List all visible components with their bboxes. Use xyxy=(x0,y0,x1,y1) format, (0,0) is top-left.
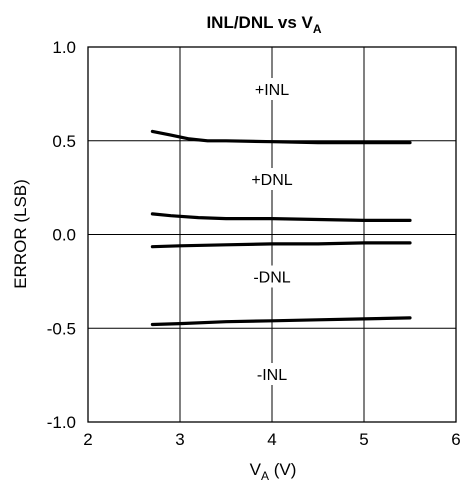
annotation-backdrop xyxy=(248,363,296,385)
series-annotation: +DNL xyxy=(251,172,292,189)
x-tick-label: 6 xyxy=(451,430,460,449)
series-annotation: +INL xyxy=(255,82,289,99)
chart-title: INL/DNL vs VA xyxy=(206,13,321,36)
series-line-plusminus-inl xyxy=(150,129,412,145)
y-tick-label: -0.5 xyxy=(47,319,76,338)
series-line-minus-dnl xyxy=(150,241,412,249)
grid-lines xyxy=(88,47,456,422)
annotation-group: +INL +DNL -DNL -INL xyxy=(248,78,296,385)
y-tick-label: 0.5 xyxy=(52,132,76,151)
plot-frame xyxy=(87,46,457,423)
y-tick-label: 1.0 xyxy=(52,38,76,57)
series-group xyxy=(150,129,412,327)
x-tick-label: 5 xyxy=(359,430,368,449)
x-tick-label: 4 xyxy=(267,430,276,449)
series-annotation: -DNL xyxy=(253,270,290,287)
x-tick-label: 3 xyxy=(175,430,184,449)
annotation-backdrop xyxy=(248,78,296,100)
x-tick-label: 2 xyxy=(83,430,92,449)
annotation-backdrop xyxy=(248,168,296,190)
series-line-plusminus-dnl xyxy=(150,212,412,222)
series-line-minus-inl xyxy=(150,316,412,327)
y-tick-label: -1.0 xyxy=(47,413,76,432)
y-axis-title: ERROR (LSB) xyxy=(11,179,30,289)
x-tick-labels: 2 3 4 5 6 xyxy=(83,430,460,449)
series-annotation: -INL xyxy=(257,367,287,384)
annotation-backdrop xyxy=(248,265,296,288)
y-tick-labels: 1.0 0.5 0.0 -0.5 -1.0 xyxy=(47,38,76,432)
x-axis-title: VA (V) xyxy=(250,460,297,483)
y-tick-label: 0.0 xyxy=(52,226,76,245)
